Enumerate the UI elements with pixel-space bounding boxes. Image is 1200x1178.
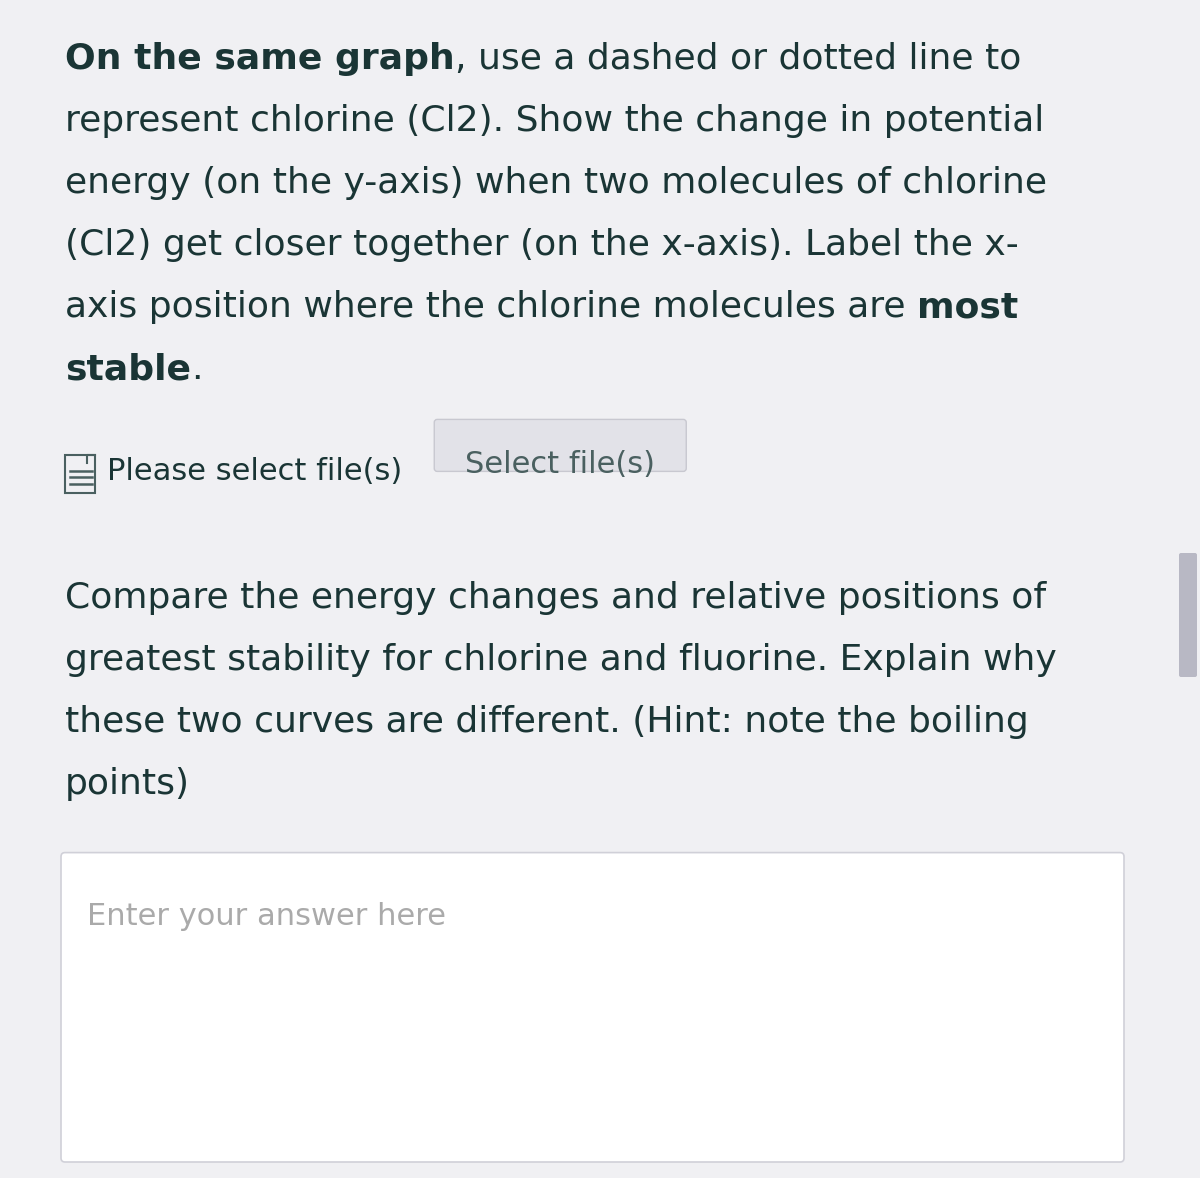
Text: these two curves are different. (Hint: note the boiling: these two curves are different. (Hint: n…	[65, 706, 1028, 740]
Text: Compare the energy changes and relative positions of: Compare the energy changes and relative …	[65, 582, 1046, 615]
Text: .: .	[191, 352, 203, 386]
Text: (Cl2) get closer together (on the x-axis). Label the x-: (Cl2) get closer together (on the x-axis…	[65, 229, 1019, 262]
FancyBboxPatch shape	[434, 419, 686, 471]
Text: Enter your answer here: Enter your answer here	[88, 901, 446, 931]
Text: , use a dashed or dotted line to: , use a dashed or dotted line to	[455, 42, 1021, 77]
Text: most: most	[917, 290, 1019, 324]
Text: Select file(s): Select file(s)	[466, 450, 655, 479]
FancyBboxPatch shape	[1178, 552, 1198, 677]
Text: greatest stability for chlorine and fluorine. Explain why: greatest stability for chlorine and fluo…	[65, 643, 1057, 677]
FancyBboxPatch shape	[61, 853, 1124, 1162]
Text: On the same graph: On the same graph	[65, 42, 455, 77]
Text: energy (on the y-axis) when two molecules of chlorine: energy (on the y-axis) when two molecule…	[65, 166, 1046, 200]
Text: stable: stable	[65, 352, 191, 386]
Text: axis position where the chlorine molecules are: axis position where the chlorine molecul…	[65, 290, 917, 324]
Text: points): points)	[65, 767, 190, 801]
Text: represent chlorine (Cl2). Show the change in potential: represent chlorine (Cl2). Show the chang…	[65, 104, 1044, 138]
Text: Please select file(s): Please select file(s)	[107, 457, 402, 487]
